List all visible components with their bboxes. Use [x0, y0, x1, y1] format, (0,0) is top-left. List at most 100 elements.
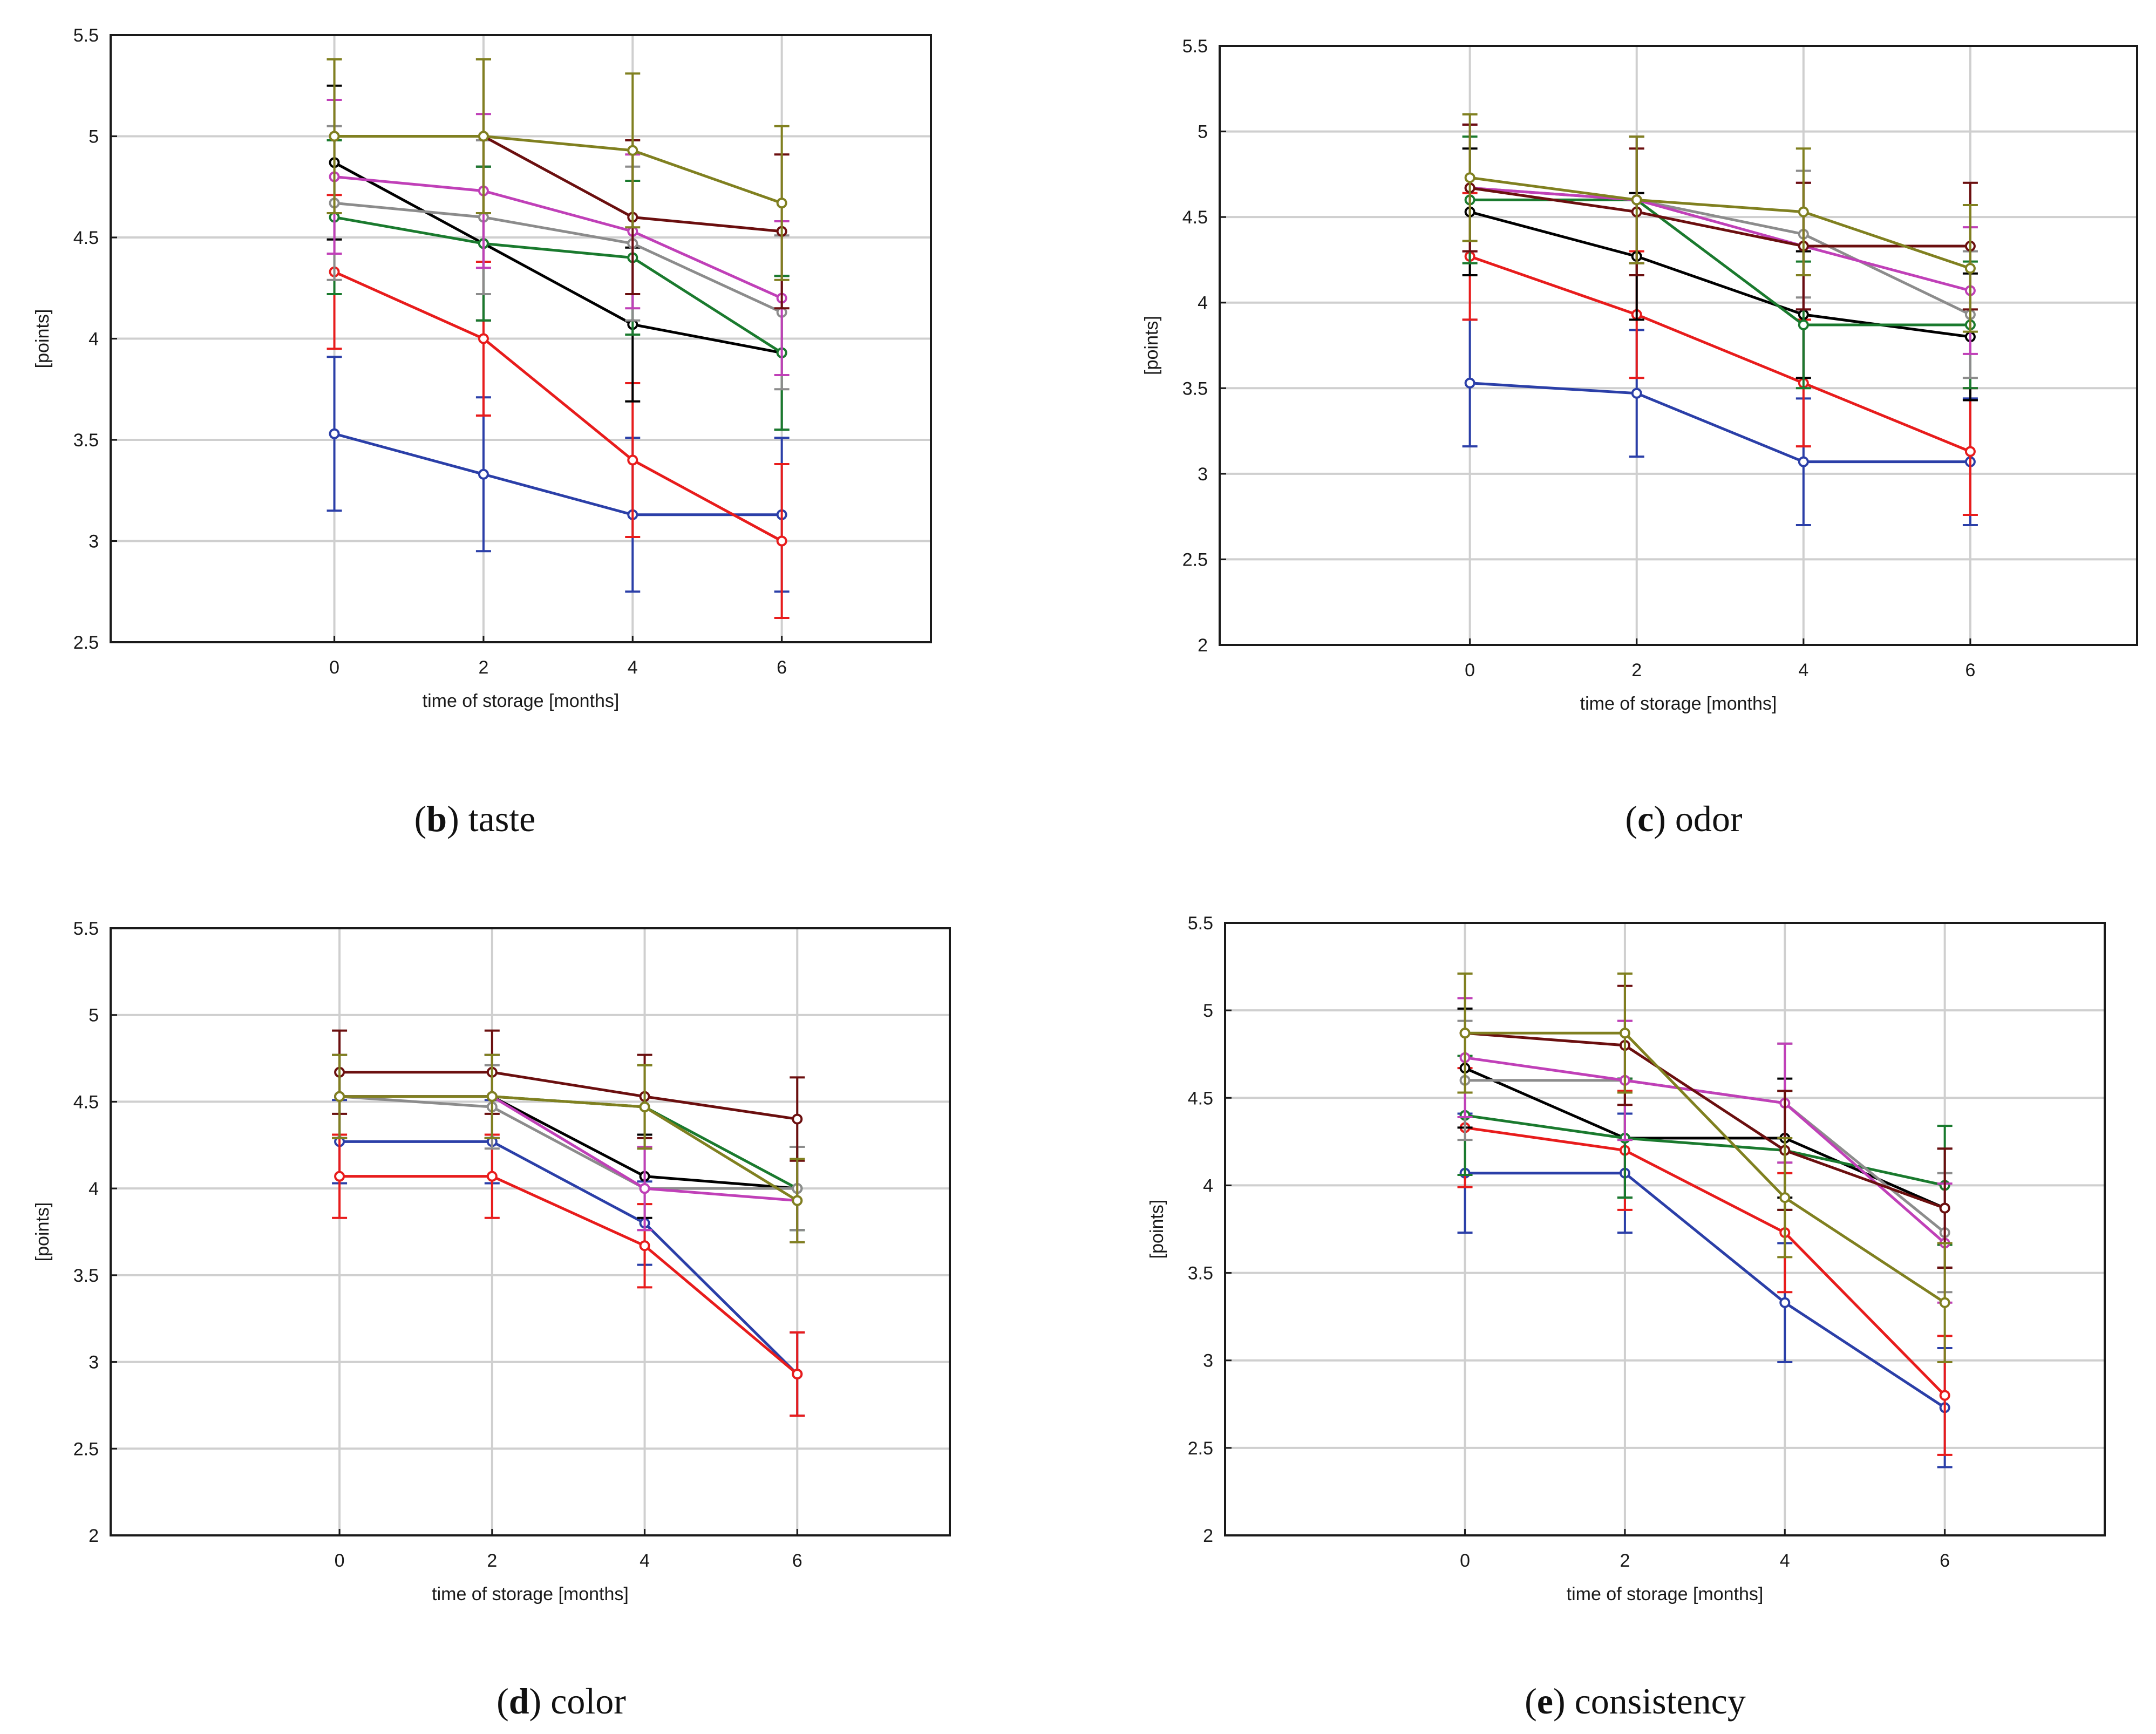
data-point — [1939, 1297, 1950, 1308]
series-8 — [332, 1053, 805, 1243]
data-point — [1798, 456, 1809, 467]
series-2 — [332, 1133, 805, 1417]
caption-paren-close: ) — [529, 1681, 551, 1722]
data-point — [792, 1113, 803, 1125]
series-line — [1469, 255, 1971, 453]
y-tick-label: 3 — [1198, 464, 1208, 485]
x-tick-label: 4 — [1780, 1551, 1790, 1571]
y-tick-label: 5.5 — [73, 919, 99, 939]
caption-text: color — [550, 1681, 626, 1722]
data-point — [486, 1171, 498, 1182]
data-point — [792, 1369, 803, 1380]
data-point — [1964, 446, 1976, 457]
data-point — [792, 1195, 803, 1206]
series-line — [334, 161, 783, 355]
data-point — [329, 428, 340, 439]
data-point — [329, 131, 340, 142]
y-tick-label: 3 — [89, 1352, 99, 1373]
data-point — [1779, 1192, 1791, 1203]
chart-panel-d: 2 2.5 3 3.5 4 4.5 5 5.5 0 2 4 6 time of storage [mon… — [32, 919, 951, 1722]
series-8 — [1457, 973, 1953, 1363]
panel-caption: (e) consistency — [1525, 1681, 1746, 1722]
y-tick-label: 3.5 — [73, 1266, 99, 1286]
y-tick-label: 3.5 — [1188, 1263, 1213, 1284]
x-tick-label: 2 — [478, 657, 488, 678]
caption-letter: e — [1537, 1681, 1553, 1722]
y-tick-label: 5.5 — [1188, 913, 1213, 934]
series-line — [339, 1095, 798, 1202]
data-point — [1964, 263, 1976, 274]
y-tick-label: 3 — [1203, 1351, 1213, 1371]
data-point — [1939, 1390, 1950, 1401]
y-tick-label: 4.5 — [73, 228, 99, 248]
x-tick-label: 2 — [1620, 1551, 1630, 1571]
data-point — [478, 468, 489, 480]
y-tick-label: 3.5 — [1182, 378, 1208, 399]
series-line — [334, 175, 783, 300]
series-line — [1470, 382, 1970, 464]
series-line — [1470, 186, 1970, 248]
y-tick-label: 2 — [1203, 1526, 1213, 1546]
x-tick-label: 0 — [1460, 1551, 1470, 1571]
plot-area — [111, 928, 950, 1535]
y-tick-label: 2 — [89, 1526, 99, 1546]
data-point — [639, 1240, 650, 1252]
x-tick-label: 4 — [628, 657, 638, 678]
data-point — [627, 145, 638, 156]
x-axis-label: time of storage [months] — [432, 1584, 629, 1604]
caption-paren-close: ) — [447, 798, 468, 839]
x-tick-label: 4 — [1798, 660, 1808, 681]
series-line — [1465, 1056, 1946, 1245]
data-point — [1798, 319, 1809, 330]
caption-letter: b — [426, 798, 447, 839]
caption-text: consistency — [1575, 1681, 1746, 1722]
y-tick-label: 5.5 — [1182, 36, 1208, 57]
series-line — [1470, 186, 1971, 292]
chart-panel-c: 2 2.5 3 3.5 4 4.5 5 5.5 0 2 4 6 time of storage [mon… — [1141, 36, 2138, 839]
y-tick-label: 2.5 — [1188, 1438, 1213, 1459]
caption-text: odor — [1675, 798, 1743, 839]
y-tick-label: 2 — [1198, 635, 1208, 656]
caption-text: taste — [468, 798, 536, 839]
y-tick-label: 4.5 — [73, 1092, 99, 1112]
data-point — [334, 1171, 345, 1182]
caption-letter: c — [1637, 798, 1654, 839]
data-point — [486, 1091, 498, 1102]
chart-panel-b: 2.5 3 3.5 4 4.5 5 5.5 0 2 4 6 time of storage [mont… — [32, 25, 932, 839]
caption-paren-close: ) — [1654, 798, 1675, 839]
x-axis-label: time of storage [months] — [1567, 1584, 1764, 1604]
data-point — [639, 1101, 650, 1113]
x-tick-label: 0 — [329, 657, 339, 678]
series-line — [339, 1175, 798, 1375]
x-tick-label: 6 — [1940, 1551, 1950, 1571]
plot-area — [1220, 46, 2137, 645]
series-line — [334, 135, 783, 205]
y-tick-label: 2.5 — [73, 633, 99, 653]
y-tick-label: 2.5 — [73, 1439, 99, 1459]
y-tick-label: 3.5 — [73, 430, 99, 451]
caption-paren-open: ( — [1525, 1681, 1537, 1722]
series-line — [334, 432, 782, 516]
panel-caption: (c) odor — [1625, 798, 1743, 839]
y-tick-label: 5 — [1198, 122, 1208, 142]
y-axis-label: [points] — [1141, 316, 1162, 375]
data-point — [639, 1183, 650, 1194]
plot-area — [1225, 923, 2105, 1535]
plot-frame — [1224, 922, 2106, 1536]
caption-paren-open: ( — [1625, 798, 1637, 839]
y-tick-label: 4 — [89, 1179, 99, 1199]
y-tick-label: 4 — [1203, 1175, 1213, 1196]
y-tick-label: 5 — [1203, 1001, 1213, 1021]
x-tick-label: 6 — [792, 1551, 802, 1571]
series-line — [1470, 176, 1971, 270]
caption-letter: d — [509, 1681, 529, 1722]
data-point — [478, 131, 489, 142]
data-point — [1459, 1028, 1471, 1039]
y-tick-label: 5 — [89, 127, 99, 147]
series-line — [334, 201, 783, 314]
series-line — [1465, 1126, 1946, 1397]
y-axis-label: [points] — [1147, 1200, 1167, 1259]
y-tick-label: 4.5 — [1182, 207, 1208, 228]
series-8 — [327, 58, 790, 281]
panel-caption: (d) color — [497, 1681, 626, 1722]
